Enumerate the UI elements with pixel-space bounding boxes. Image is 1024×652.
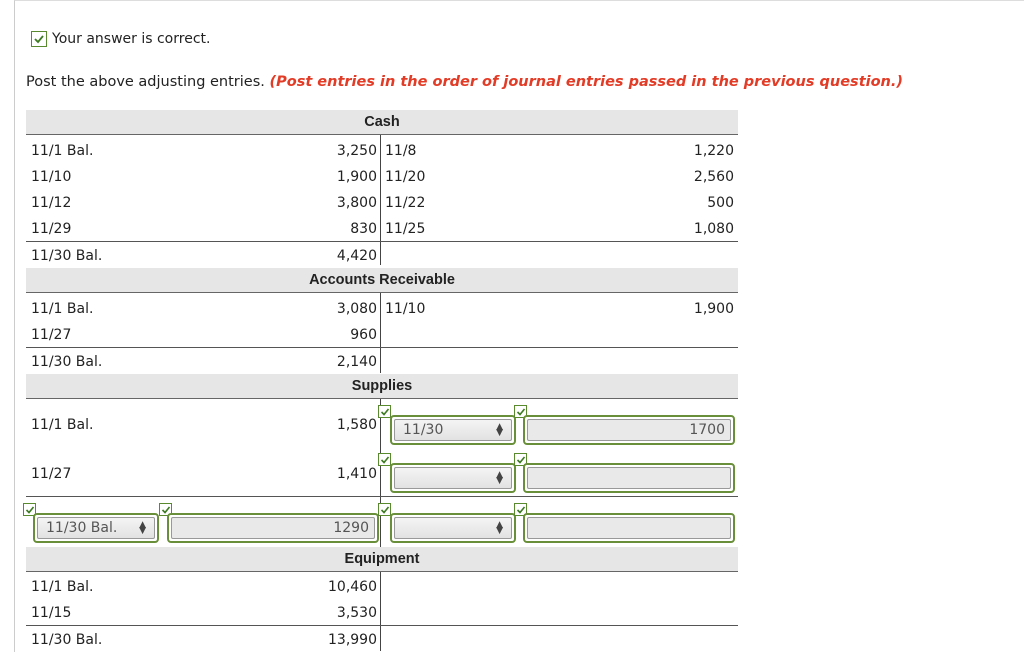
cash-dr-amt-3: 3,800 — [336, 195, 377, 211]
supplies-t-line — [380, 399, 381, 547]
supplies-dr-label-1: 11/1 Bal. — [31, 417, 94, 433]
cash-dr-amt-4: 830 — [350, 221, 377, 237]
supplies-cr-amount-input-2[interactable] — [523, 463, 735, 493]
selected-value: 11/30 — [403, 422, 444, 438]
feedback-text: Your answer is correct. — [52, 31, 211, 47]
equipment-dr-label-1: 11/1 Bal. — [31, 579, 94, 595]
cash-balance-amt: 4,420 — [336, 248, 377, 264]
supplies-cr-date-select-2[interactable]: ▲ ▼ — [390, 463, 516, 493]
supplies-header: Supplies — [26, 374, 738, 399]
cash-cr-label-4: 11/25 — [385, 221, 426, 237]
supplies-cr-amount-input-3[interactable] — [523, 513, 735, 543]
ar-cr-amt-1: 1,900 — [693, 301, 734, 317]
input-value: 1290 — [171, 517, 375, 539]
check-icon — [159, 503, 172, 516]
feedback-row: Your answer is correct. — [31, 31, 210, 47]
cash-dr-amt-1: 3,250 — [336, 143, 377, 159]
selected-value: 11/30 Bal. — [46, 520, 118, 536]
ar-balance-label: 11/30 Bal. — [31, 354, 103, 370]
cash-dr-label-2: 11/10 — [31, 169, 72, 185]
equipment-total-line — [26, 625, 738, 626]
cash-balance-label: 11/30 Bal. — [31, 248, 103, 264]
check-icon — [378, 405, 391, 418]
equipment-dr-amt-2: 3,530 — [336, 605, 377, 621]
ar-dr-amt-1: 3,080 — [336, 301, 377, 317]
ar-total-line — [26, 347, 738, 348]
supplies-cr-amount-input-1[interactable]: 1700 — [523, 415, 735, 445]
cash-cr-label-2: 11/20 — [385, 169, 426, 185]
supplies-dr-label-2: 11/27 — [31, 466, 72, 482]
equipment-balance-label: 11/30 Bal. — [31, 632, 103, 648]
equipment-balance-amt: 13,990 — [328, 632, 377, 648]
ar-dr-label-1: 11/1 Bal. — [31, 301, 94, 317]
check-icon — [378, 453, 391, 466]
supplies-dr-amt-2: 1,410 — [336, 466, 377, 482]
instruction: Post the above adjusting entries. (Post … — [26, 74, 903, 90]
check-icon — [514, 503, 527, 516]
cash-header: Cash — [26, 110, 738, 135]
supplies-balance-amount-input[interactable]: 1290 — [167, 513, 379, 543]
cash-dr-amt-2: 1,900 — [336, 169, 377, 185]
instruction-note: (Post entries in the order of journal en… — [269, 74, 904, 90]
select-arrows-icon: ▲ ▼ — [496, 422, 503, 438]
ar-balance-amt: 2,140 — [336, 354, 377, 370]
equipment-t-line — [380, 572, 381, 651]
cash-dr-label-3: 11/12 — [31, 195, 72, 211]
input-value — [527, 517, 731, 539]
cash-cr-amt-2: 2,560 — [693, 169, 734, 185]
supplies-dr-amt-1: 1,580 — [336, 417, 377, 433]
cash-cr-amt-4: 1,080 — [693, 221, 734, 237]
select-arrows-icon: ▲ ▼ — [496, 520, 503, 536]
content-frame — [14, 0, 1024, 652]
check-icon — [31, 31, 47, 47]
cash-cr-label-3: 11/22 — [385, 195, 426, 211]
ar-header: Accounts Receivable — [26, 268, 738, 293]
equipment-dr-label-2: 11/15 — [31, 605, 72, 621]
check-icon — [514, 405, 527, 418]
cash-cr-amt-1: 1,220 — [693, 143, 734, 159]
check-icon — [514, 453, 527, 466]
check-icon — [378, 503, 391, 516]
cash-dr-label-4: 11/29 — [31, 221, 72, 237]
equipment-dr-amt-1: 10,460 — [328, 579, 377, 595]
cash-dr-label-1: 11/1 Bal. — [31, 143, 94, 159]
supplies-total-line — [26, 496, 738, 497]
cash-cr-amt-3: 500 — [707, 195, 734, 211]
supplies-cr-date-select-3[interactable]: ▲ ▼ — [390, 513, 516, 543]
supplies-balance-label-select[interactable]: 11/30 Bal. ▲ ▼ — [33, 513, 159, 543]
input-value: 1700 — [527, 419, 731, 441]
select-arrows-icon: ▲ ▼ — [496, 470, 503, 486]
ar-cr-label-1: 11/10 — [385, 301, 426, 317]
supplies-cr-date-select-1[interactable]: 11/30 ▲ ▼ — [390, 415, 516, 445]
select-arrows-icon: ▲ ▼ — [139, 520, 146, 536]
ar-dr-label-2: 11/27 — [31, 327, 72, 343]
cash-t-line — [380, 135, 381, 265]
input-value — [527, 467, 731, 489]
cash-cr-label-1: 11/8 — [385, 143, 417, 159]
ar-t-line — [380, 293, 381, 373]
check-icon — [23, 503, 36, 516]
ar-dr-amt-2: 960 — [350, 327, 377, 343]
equipment-header: Equipment — [26, 547, 738, 572]
instruction-text: Post the above adjusting entries. — [26, 74, 265, 90]
cash-total-line — [26, 241, 738, 242]
